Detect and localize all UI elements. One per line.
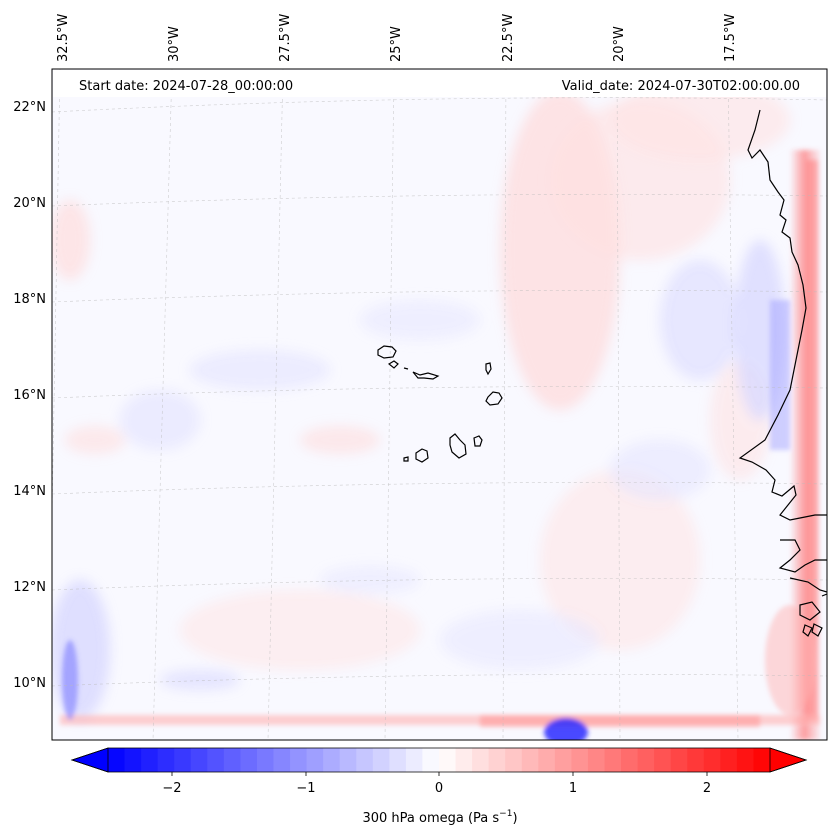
colorbar-cell — [207, 748, 225, 772]
colorbar-cell — [604, 748, 622, 772]
colorbar-cell — [703, 748, 721, 772]
island-maio — [473, 435, 483, 447]
colorbar-cell — [753, 748, 771, 772]
lon-label: 17.5°W — [723, 14, 738, 62]
colorbar-cell — [637, 748, 655, 772]
colorbar-cell — [223, 748, 241, 772]
lat-label: 18°N — [13, 292, 46, 307]
colorbar-cell — [521, 748, 539, 772]
colorbar-label-exponent: −1 — [499, 809, 512, 819]
colorbar-cell — [720, 748, 738, 772]
lon-label: 22.5°W — [501, 14, 516, 62]
colorbar-cell — [240, 748, 258, 772]
colorbar-cell — [538, 748, 556, 772]
colorbar-cell — [356, 748, 374, 772]
colorbar-cell — [422, 748, 440, 772]
colorbar-cell — [621, 748, 639, 772]
colorbar-cell — [124, 748, 142, 772]
island-brava — [403, 456, 409, 462]
cape-verde-islands — [377, 345, 503, 463]
island-fogo — [415, 448, 429, 463]
colorbar-cell — [141, 748, 159, 772]
colorbar-ticks — [171, 772, 708, 776]
map-frame — [51, 68, 828, 741]
colorbar-cell — [571, 748, 589, 772]
colorbar-cell — [736, 748, 755, 772]
lat-label: 16°N — [13, 388, 46, 403]
colorbar-cell — [273, 748, 291, 772]
colorbar-label: 300 hPa omega (Pa s−1) — [362, 809, 517, 826]
colorbar-cell — [587, 748, 606, 772]
island-sao-nicolau — [412, 371, 440, 380]
island-sal — [485, 362, 492, 376]
colorbar-label-suffix: ) — [512, 811, 517, 826]
colorbar-cell — [472, 748, 490, 772]
colorbar-cell — [439, 748, 457, 772]
colorbar-cell — [554, 748, 572, 772]
west-africa-coastline — [738, 109, 827, 637]
latitude-labels: 22°N 20°N 18°N 16°N 14°N 12°N 10°N — [13, 100, 46, 691]
lon-label: 20°W — [612, 26, 627, 62]
graticule — [52, 69, 827, 740]
colorbar-tick-label: 1 — [569, 781, 577, 796]
colorbar-cell — [488, 748, 506, 772]
island-santa-luzia — [403, 367, 409, 370]
colorbar: −2 −1 0 1 2 300 hPa omega (Pa s−1) — [70, 747, 808, 826]
colorbar-cell — [323, 748, 341, 772]
start-date-label: Start date: 2024-07-28_00:00:00 — [79, 79, 293, 94]
lat-label: 10°N — [13, 676, 46, 691]
colorbar-cell — [290, 748, 308, 772]
colorbar-cell — [174, 748, 192, 772]
colorbar-cell — [505, 748, 523, 772]
colorbar-extend-max — [769, 747, 808, 773]
colorbar-cell — [389, 748, 407, 772]
colorbar-cell — [687, 748, 705, 772]
header-band — [53, 70, 826, 97]
colorbar-cell — [405, 748, 424, 772]
valid-date-label: Valid_date: 2024-07-30T02:00:00.00 — [562, 79, 800, 94]
colorbar-tick-label: 2 — [703, 781, 711, 796]
lon-label: 25°W — [389, 26, 404, 62]
colorbar-cell — [670, 748, 688, 772]
colorbar-outline — [70, 747, 808, 773]
lat-label: 20°N — [13, 196, 46, 211]
colorbar-tick-label: 0 — [435, 781, 443, 796]
lon-label: 32.5°W — [56, 14, 71, 62]
colorbar-cell — [455, 748, 473, 772]
island-sao-vicente — [387, 360, 399, 369]
colorbar-cell — [306, 748, 324, 772]
colorbar-cell — [654, 748, 672, 772]
island-santo-antao — [377, 345, 397, 359]
lat-label: 12°N — [13, 580, 46, 595]
colorbar-cell — [190, 748, 208, 772]
lat-label: 22°N — [13, 100, 46, 115]
lat-label: 14°N — [13, 484, 46, 499]
colorbar-cells — [108, 748, 771, 772]
lon-label: 30°W — [167, 26, 182, 62]
island-boa-vista — [485, 391, 503, 406]
colorbar-cell — [339, 748, 357, 772]
colorbar-cell — [108, 748, 126, 772]
colorbar-cell — [256, 748, 275, 772]
colorbar-tick-label: −1 — [296, 781, 315, 796]
colorbar-tick-label: −2 — [162, 781, 181, 796]
colorbar-cell — [372, 748, 390, 772]
colorbar-label-prefix: 300 hPa omega (Pa s — [362, 811, 499, 826]
lon-label: 27.5°W — [278, 14, 293, 62]
island-santiago — [449, 433, 467, 459]
colorbar-extend-min — [70, 747, 109, 773]
colorbar-cell — [157, 748, 175, 772]
longitude-labels: 32.5°W 30°W 27.5°W 25°W 22.5°W 20°W 17.5… — [56, 14, 738, 62]
map-area — [52, 69, 827, 740]
